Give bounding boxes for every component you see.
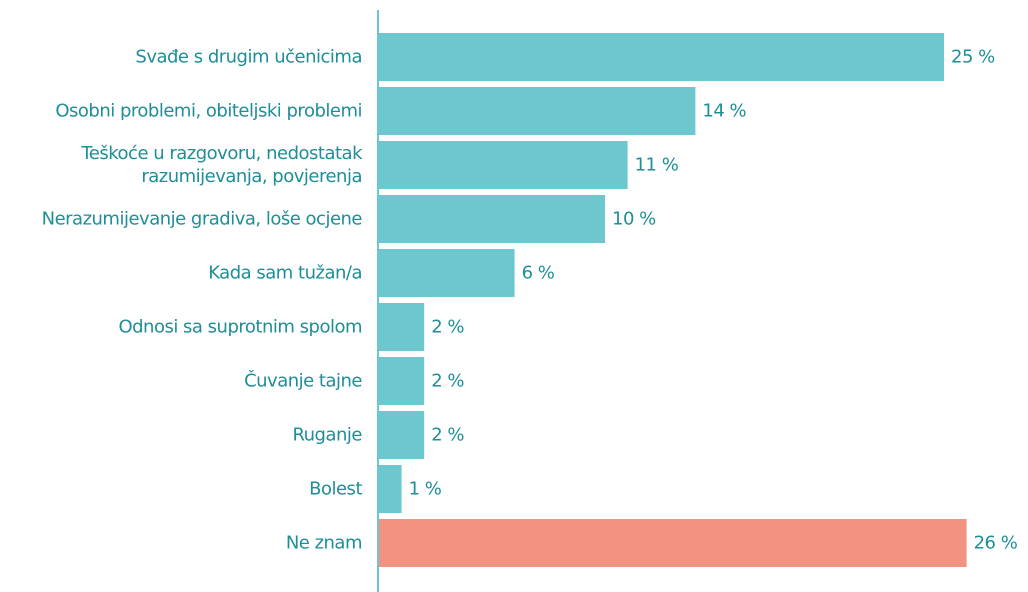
category-label: Ne znam — [285, 532, 363, 554]
category-label: Odnosi sa suprotnim spolom — [118, 316, 362, 338]
category-label: Osobni problemi, obiteljski problemi — [55, 100, 362, 122]
bar — [379, 249, 515, 297]
category-label: Kada sam tužan/a — [208, 262, 362, 284]
value-label: 25 % — [951, 46, 995, 68]
bar — [379, 465, 402, 513]
bar — [379, 411, 425, 459]
value-label: 10 % — [612, 208, 656, 230]
category-label: Čuvanje tajne — [244, 370, 362, 392]
category-label: Svađe s drugim učenicima — [135, 46, 362, 68]
bar — [379, 33, 944, 81]
category-label: Ruganje — [292, 424, 362, 446]
value-label: 2 % — [431, 316, 464, 338]
bar — [379, 87, 696, 135]
value-label: 6 % — [521, 262, 555, 284]
value-label: 2 % — [431, 424, 464, 446]
category-label: Teškoće u razgovoru, nedostatak razumije… — [81, 143, 362, 187]
value-label: 14 % — [702, 100, 747, 122]
bar — [379, 303, 425, 351]
value-label: 26 % — [973, 532, 1018, 554]
category-label: Bolest — [309, 478, 362, 500]
bar — [379, 141, 628, 189]
value-label: 2 % — [431, 370, 464, 392]
bar — [379, 357, 425, 405]
bar — [379, 195, 605, 243]
bar — [379, 519, 967, 567]
value-label: 11 % — [634, 154, 679, 176]
value-label: 1 % — [408, 478, 442, 500]
category-label: Nerazumijevanje gradiva, loše ocjene — [41, 208, 363, 230]
